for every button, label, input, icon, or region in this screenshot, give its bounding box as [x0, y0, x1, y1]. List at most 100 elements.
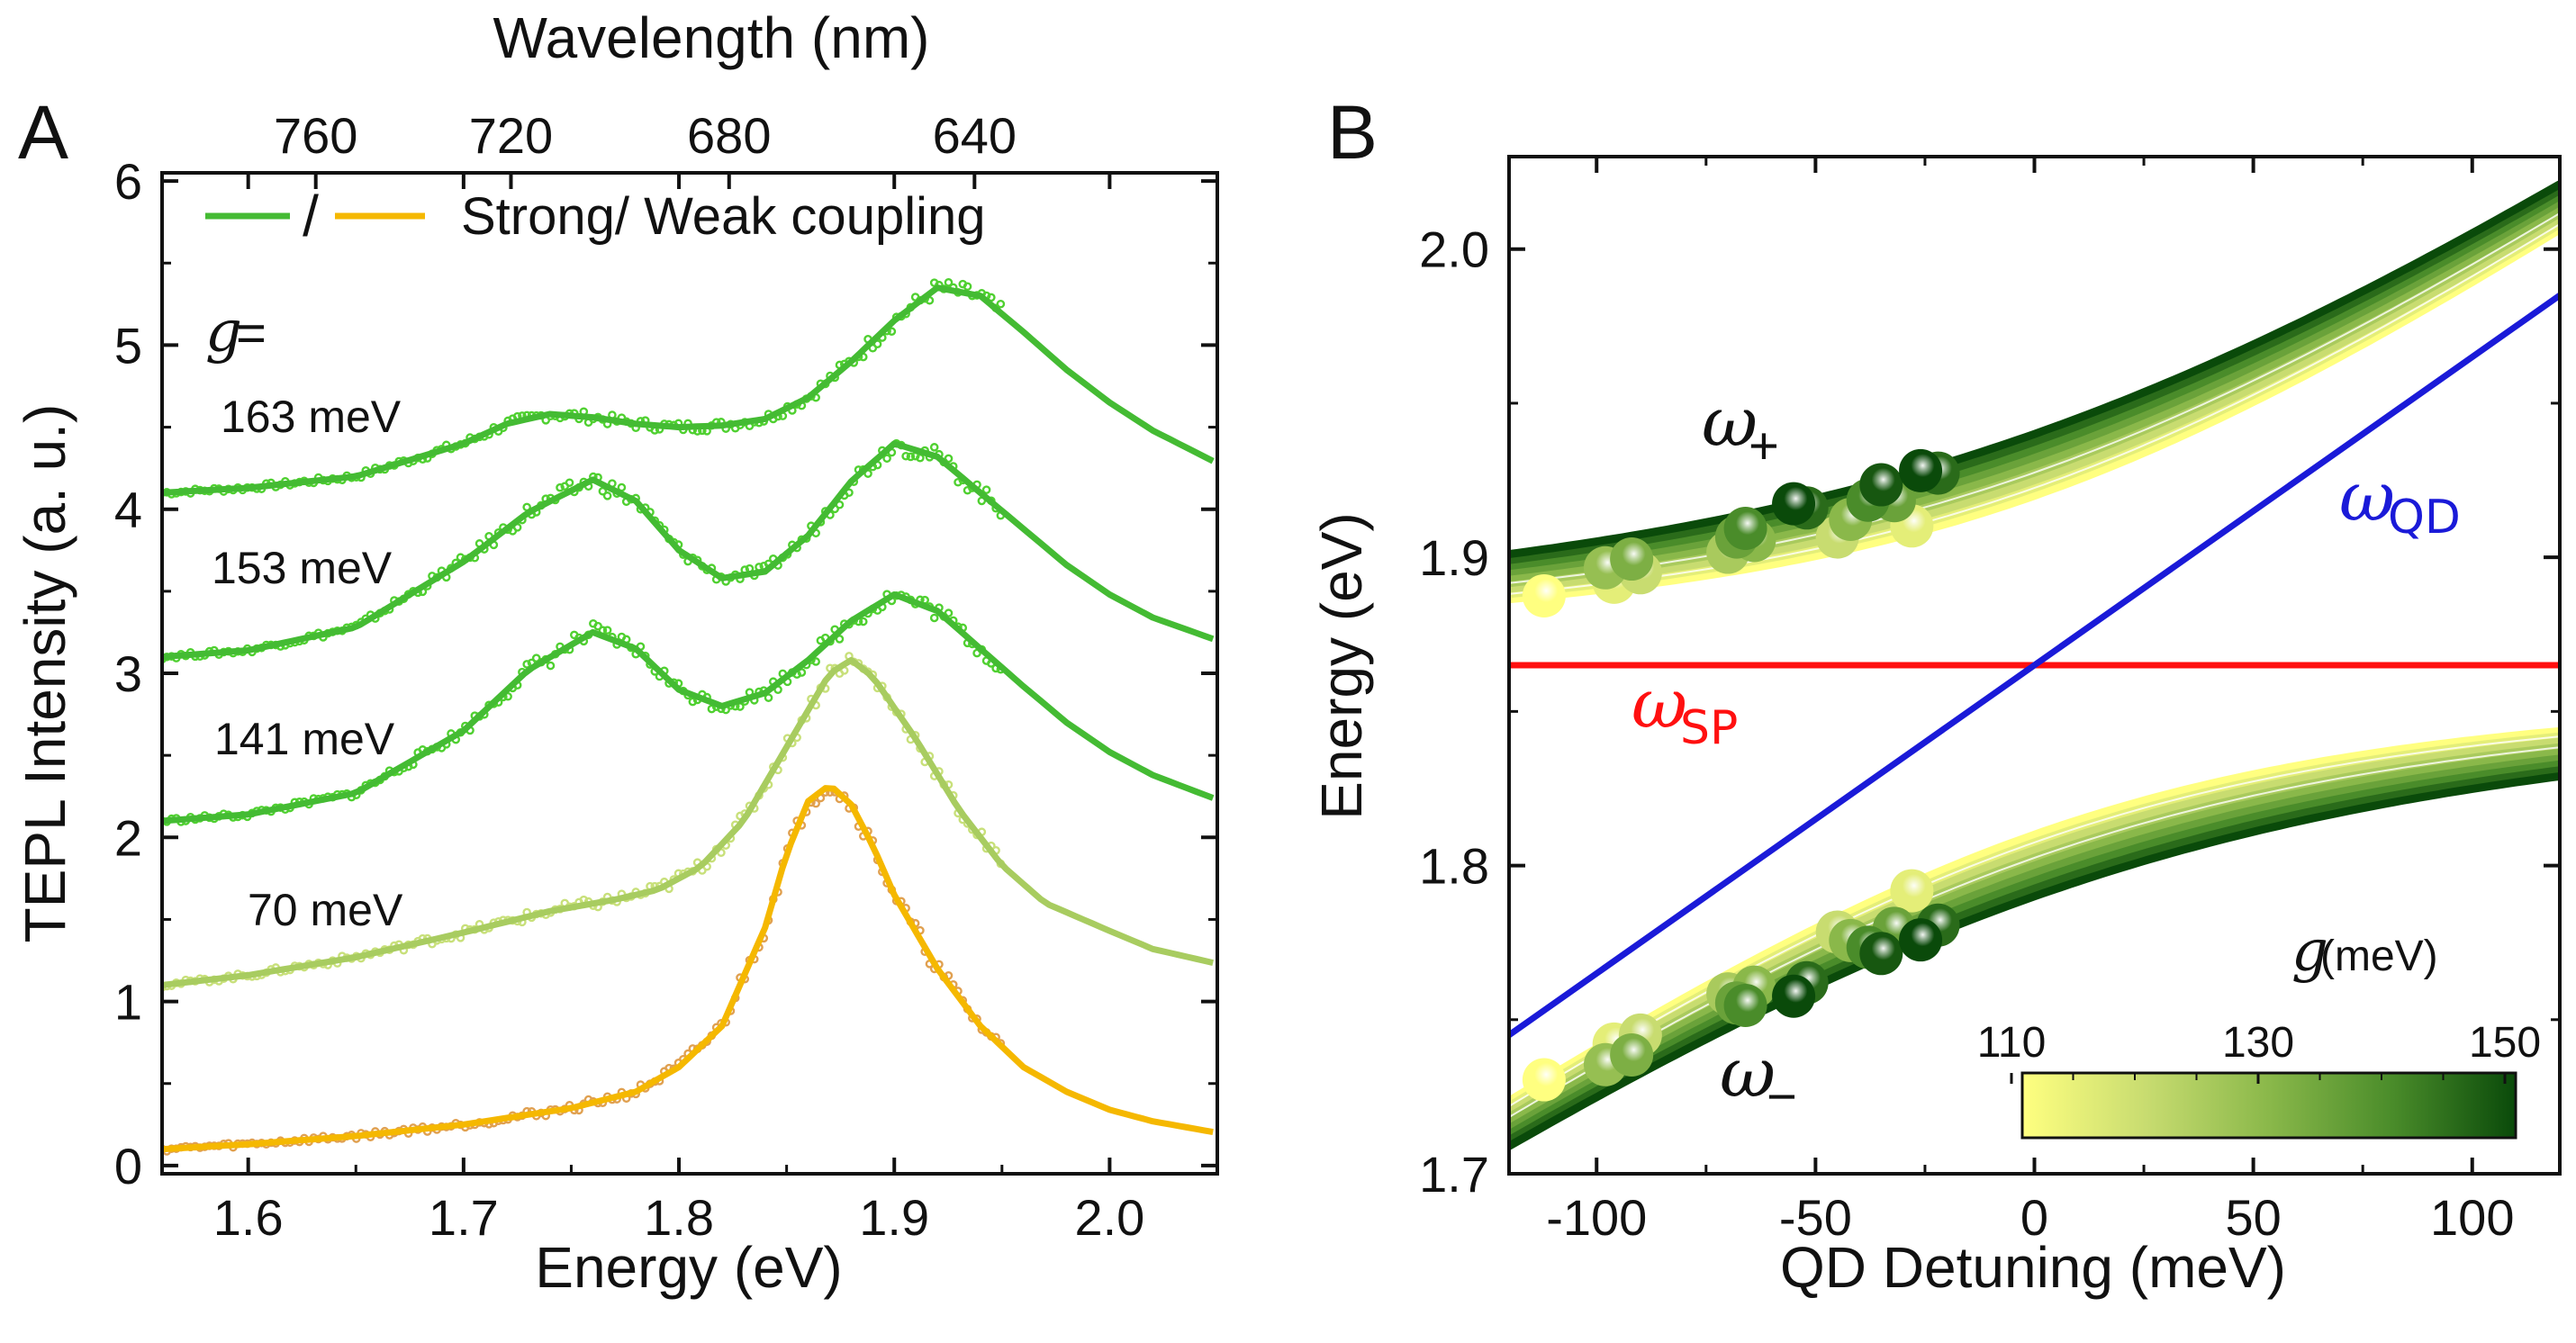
- b-lower-polariton-line: [1509, 749, 2560, 1127]
- a-data-point: [916, 453, 925, 463]
- b-ball-shine: [1772, 482, 1816, 526]
- b-highlight-line: [1509, 746, 2560, 1118]
- b-ball-shine: [1772, 974, 1816, 1018]
- b-upper-polariton-line: [1509, 203, 2560, 581]
- b-polariton-curves: [1509, 180, 2560, 1150]
- legend-separator: /: [303, 184, 319, 248]
- a-series-2: [162, 590, 1215, 826]
- panel-b-y-ticks: 1.7 1.8 1.9 2.0: [1419, 221, 2560, 1203]
- a-data-point: [764, 693, 773, 702]
- b-lower-data-point: [1772, 974, 1816, 1018]
- panel-b-x-ticks: -100 -50 0 50 100: [1546, 157, 2514, 1246]
- a-fit-line: [162, 440, 1215, 661]
- panel-b-x-axis-title: QD Detuning (meV): [1780, 1235, 2286, 1300]
- b-upper-data-point: [1723, 507, 1767, 551]
- a-data-point: [602, 491, 612, 500]
- a-data-point: [901, 451, 910, 461]
- omega-minus-sub: −: [1767, 1068, 1797, 1126]
- b-x-tick-label: -50: [1779, 1189, 1852, 1246]
- panel-a-top-ticks: 760 720 680 640: [274, 107, 1017, 189]
- b-upper-polariton-line: [1509, 225, 2560, 604]
- b-upper-polariton-line: [1509, 198, 2560, 576]
- b-lower-data-point: [1890, 869, 1934, 913]
- omega-qd-symbol: ω: [2339, 456, 2395, 536]
- a-data-point: [835, 635, 845, 644]
- label-g-70: 70 meV: [248, 885, 403, 935]
- a-data-point: [593, 621, 602, 631]
- panel-a: A Wavelength (nm) 760 720 680 640 1.6 1.7 1.8…: [13, 5, 1219, 1300]
- b-upper-polariton-line: [1509, 180, 2560, 559]
- a-data-point: [882, 454, 891, 464]
- b-upper-data-point: [1610, 537, 1654, 581]
- b-lower-polariton-line: [1509, 766, 2560, 1144]
- omega-sp-sub: SP: [1680, 701, 1738, 755]
- label-omega-qd: ω QD: [2339, 456, 2461, 545]
- panel-a-top-axis-title: Wavelength (nm): [493, 5, 930, 70]
- panel-a-frame: [160, 171, 1219, 1176]
- a-x-tick-label: 1.6: [213, 1189, 284, 1246]
- a-data-point: [811, 798, 820, 808]
- a-data-point: [811, 657, 820, 666]
- label-omega-minus: ω −: [1720, 1032, 1797, 1126]
- a-data-point: [522, 660, 531, 669]
- b-data-points: [1522, 448, 1960, 1102]
- colorbar-title-unit: (meV): [2320, 933, 2438, 980]
- label-g-141: 141 meV: [214, 714, 395, 764]
- colorbar-ticks: 110 130 150: [1977, 1019, 2541, 1084]
- b-ball-shine: [1610, 537, 1654, 581]
- b-highlight-line: [1509, 212, 2560, 584]
- a-y-tick-label: 0: [114, 1138, 142, 1194]
- panel-a-y-axis-title: TEPL Intensity (a. u.): [13, 404, 77, 943]
- b-ball-shine: [1522, 573, 1566, 617]
- a-data-point: [944, 454, 954, 464]
- b-ball-shine: [1610, 1032, 1654, 1077]
- omega-sp-symbol: ω: [1631, 663, 1687, 744]
- g-symbol-label: g =: [205, 299, 267, 365]
- panel-b-plot-area: [1509, 180, 2560, 1150]
- b-lower-polariton-line: [1509, 760, 2560, 1139]
- a-data-point: [981, 485, 991, 494]
- panel-a-label: A: [18, 90, 68, 175]
- a-data-point: [929, 613, 939, 623]
- b-y-tick-label: 1.8: [1419, 838, 1489, 895]
- b-upper-polariton-line: [1509, 192, 2560, 571]
- b-upper-data-point: [1859, 463, 1903, 507]
- panel-a-x-ticks: 1.6 1.7 1.8 1.9 2.0: [213, 173, 1144, 1246]
- b-y-tick-label: 2.0: [1419, 221, 1489, 278]
- a-fit-line: [162, 785, 1214, 1153]
- a-series-points: [162, 278, 1006, 499]
- panel-a-y-ticks: 0 1 2 3 4 5 6: [114, 153, 1217, 1194]
- a-top-tick-label: 680: [687, 107, 771, 164]
- a-data-point: [987, 293, 996, 302]
- panel-a-x-axis-title: Energy (eV): [535, 1235, 842, 1300]
- a-series-4: [162, 785, 1214, 1156]
- a-top-tick-label: 720: [469, 107, 553, 164]
- panel-b: B -100 -50 0 50 100 1.7 1.8 1.9 2.0 QD Detuning…: [1309, 90, 2562, 1300]
- b-upper-data-point: [1772, 482, 1816, 526]
- a-data-point: [546, 661, 556, 671]
- a-fit-line: [162, 591, 1215, 825]
- b-lower-polariton-line: [1509, 771, 2560, 1150]
- b-ball-shine: [1859, 932, 1903, 976]
- a-x-tick-label: 1.9: [859, 1189, 929, 1246]
- a-y-tick-label: 5: [114, 317, 142, 374]
- b-x-tick-label: 100: [2430, 1189, 2514, 1246]
- b-lower-polariton-line: [1509, 737, 2560, 1115]
- panel-b-frame: [1507, 155, 2562, 1176]
- a-data-point: [929, 443, 939, 452]
- a-series-points: [162, 590, 1006, 826]
- a-fit-line: [162, 284, 1215, 496]
- colorbar-title-symbol: g: [2291, 918, 2328, 985]
- g-equals: =: [236, 304, 267, 363]
- colorbar: g (meV) 110 130 150: [1977, 918, 2541, 1140]
- a-data-point: [531, 653, 541, 662]
- a-top-tick-label: 640: [933, 107, 1017, 164]
- a-y-tick-label: 2: [114, 809, 142, 866]
- omega-qd-sub: QD: [2388, 491, 2461, 545]
- b-lower-data-point: [1723, 983, 1767, 1027]
- colorbar-tick-label: 150: [2469, 1019, 2541, 1067]
- a-series-3: [162, 652, 1214, 992]
- b-upper-polariton-line: [1509, 186, 2560, 564]
- b-ball-shine: [1723, 983, 1767, 1027]
- a-data-point: [996, 299, 1006, 309]
